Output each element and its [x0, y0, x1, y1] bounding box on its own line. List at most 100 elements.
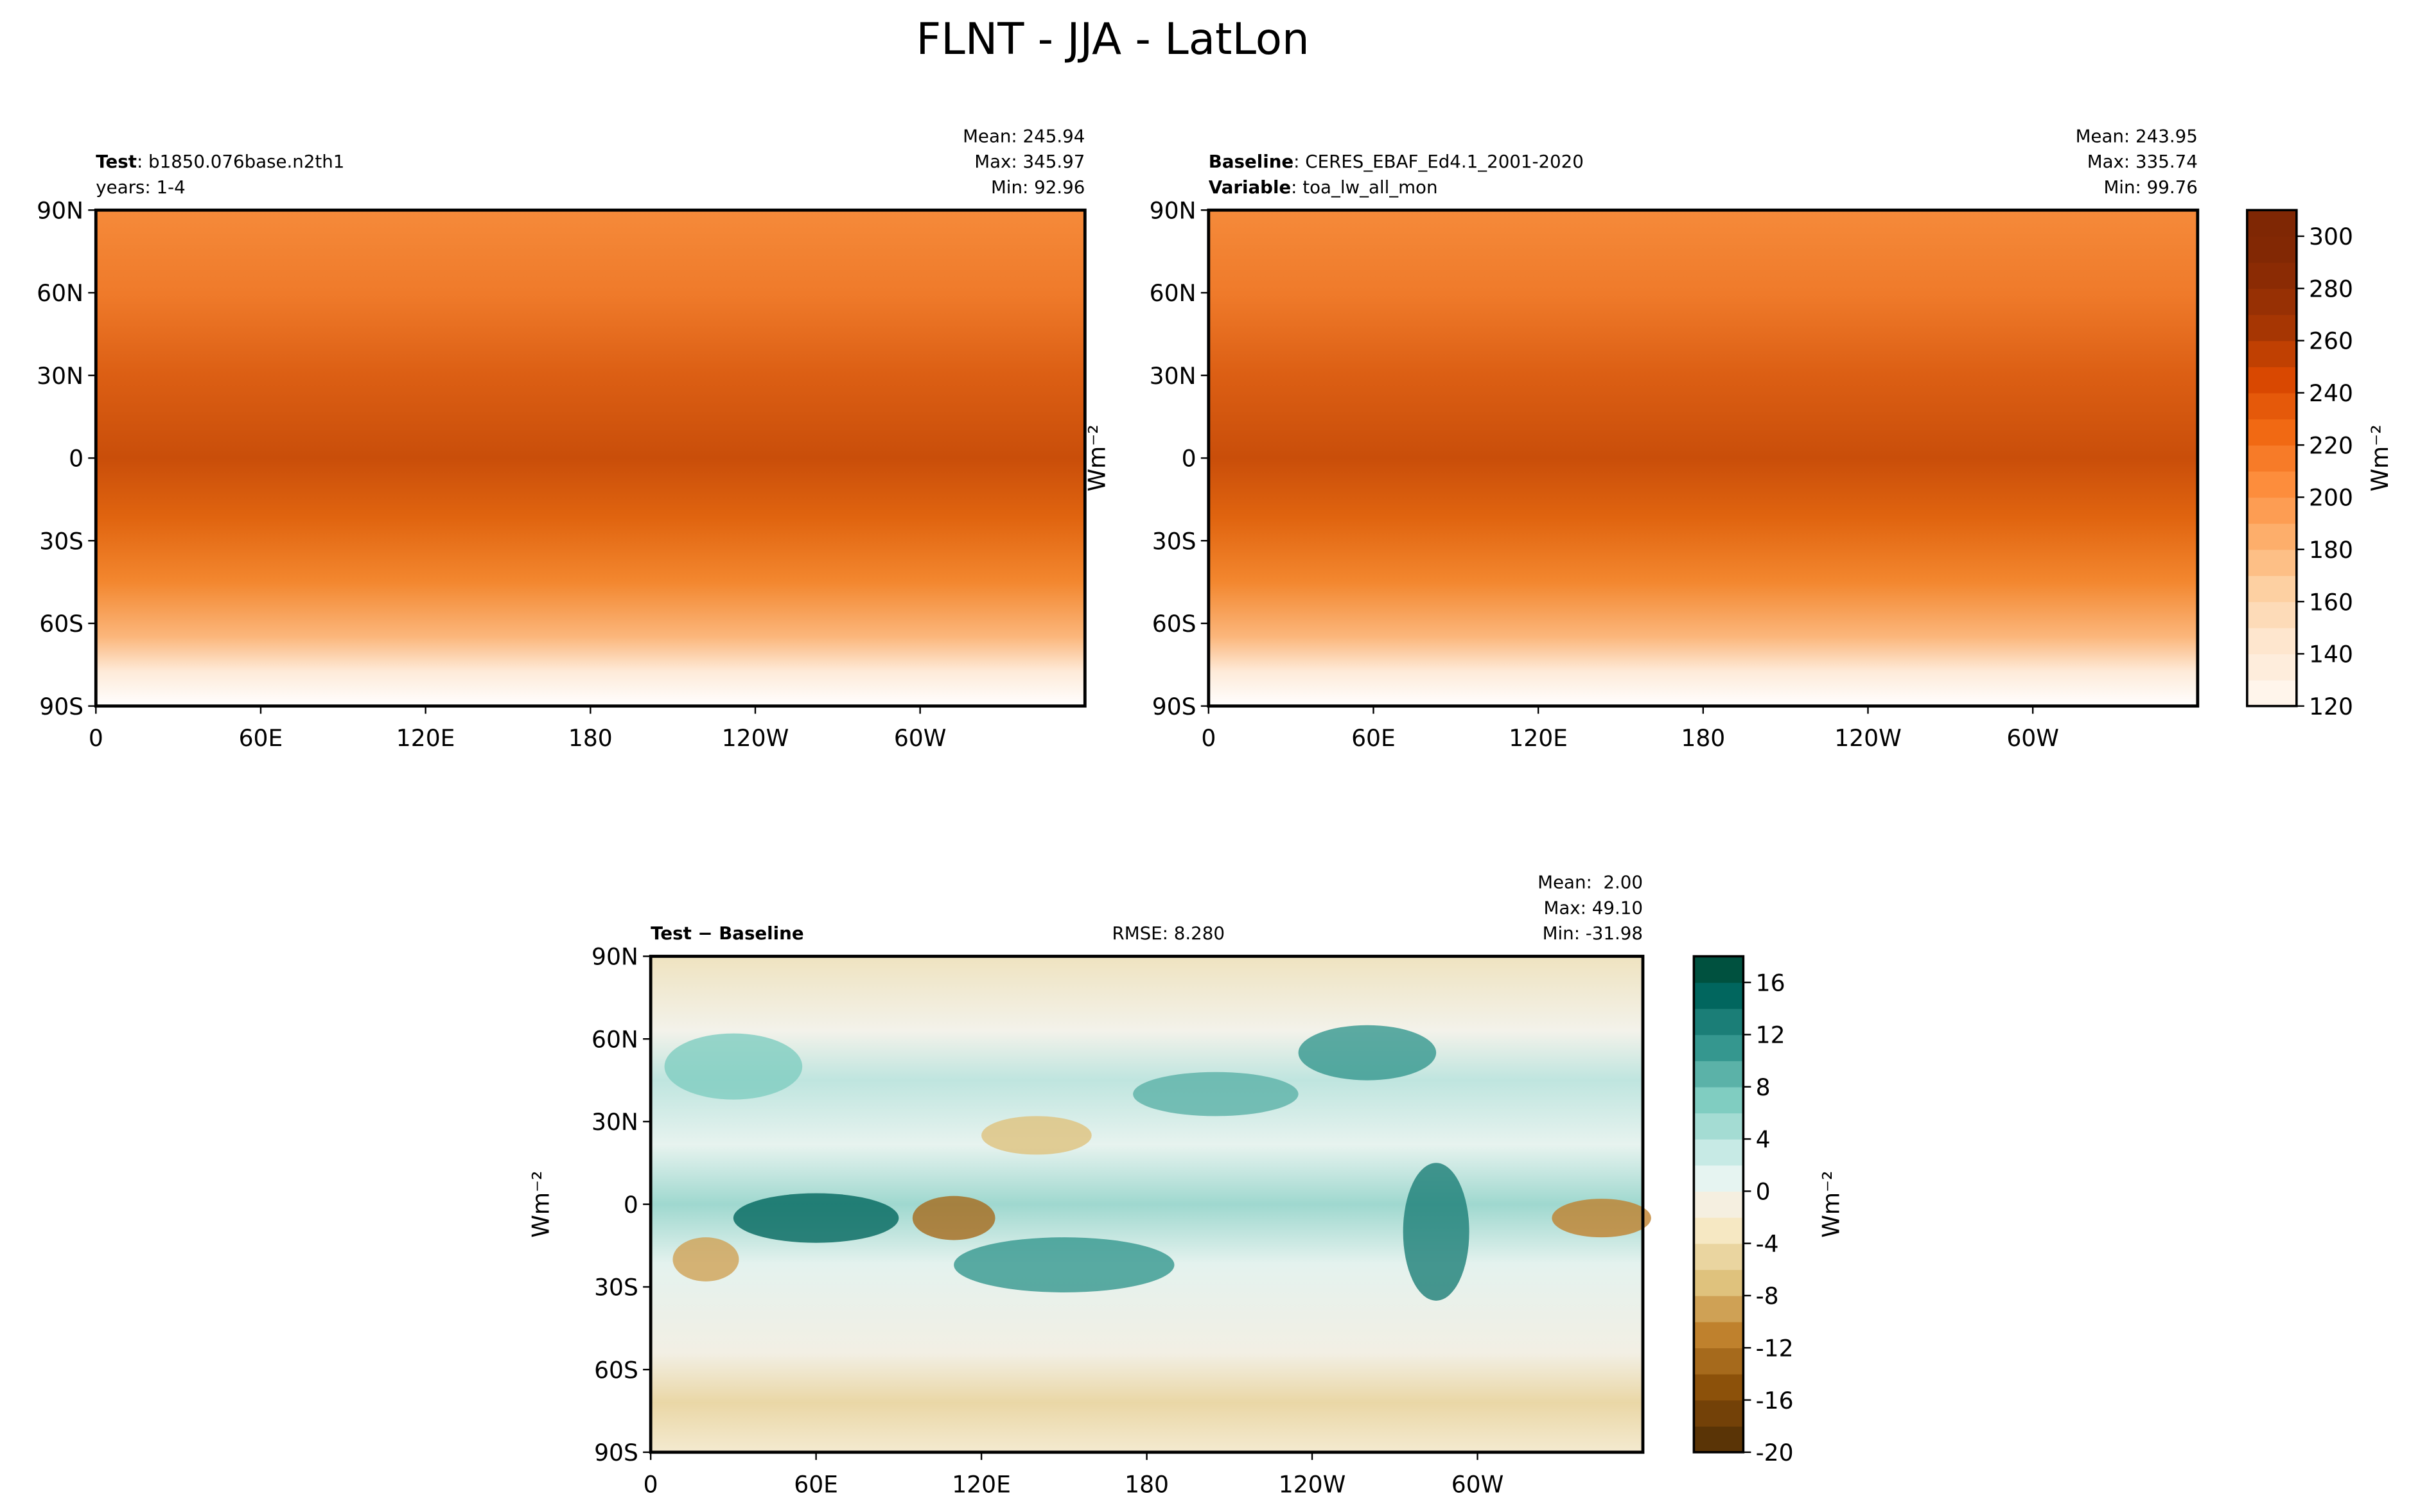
header-text: : b1850.076base.n2th1: [137, 151, 344, 172]
x-tick-label: 60E: [1351, 725, 1396, 752]
colorbar-band: [2247, 367, 2297, 394]
y-tick-label: 30S: [1152, 528, 1197, 555]
colorbar-tick-label: -8: [1756, 1283, 1779, 1310]
colorbar-tick-label: 120: [2309, 693, 2353, 720]
colorbar-tick-label: 160: [2309, 589, 2353, 616]
y-tick-label: 0: [1182, 446, 1197, 473]
map-anomaly: [672, 1237, 739, 1282]
colorbar-tick-label: -4: [1756, 1231, 1779, 1258]
colorbar-tick-label: 12: [1756, 1022, 1785, 1049]
colorbar-band: [2247, 262, 2297, 289]
stat-label: Mean: 2.00: [1538, 872, 1643, 893]
colorbar-tick-label: 260: [2309, 328, 2353, 355]
y-tick-label: 60S: [39, 611, 83, 638]
colorbar-tick-label: 4: [1756, 1126, 1771, 1153]
map-anomaly: [1133, 1072, 1299, 1117]
colorbar-band: [2247, 602, 2297, 629]
stat-label: Mean: 245.94: [963, 125, 1085, 146]
colorbar-band: [1694, 1348, 1744, 1375]
y-tick-label: 30N: [592, 1109, 638, 1136]
colorbar-band: [2247, 445, 2297, 472]
header-line: years: 1-4: [96, 177, 185, 198]
y-tick-label: 90N: [1150, 197, 1197, 224]
header-line: Test: b1850.076base.n2th1: [96, 151, 344, 172]
colorbar-band: [1694, 1061, 1744, 1088]
stat-label: Min: -31.98: [1543, 923, 1643, 944]
x-tick-label: 180: [1125, 1471, 1169, 1498]
y-axis-label: Wm⁻²: [1084, 424, 1111, 491]
colorbar-frame: [1692, 955, 1745, 1454]
y-tick-label: 60N: [37, 280, 83, 307]
map-anomaly: [954, 1237, 1175, 1292]
colorbar-tick-label: 240: [2309, 380, 2353, 407]
colorbar-band: [1694, 1191, 1744, 1218]
map-anomaly: [1298, 1025, 1437, 1081]
header-text: : toa_lw_all_mon: [1291, 177, 1437, 198]
header-text: : CERES_EBAF_Ed4.1_2001-2020: [1293, 151, 1584, 172]
x-tick-label: 0: [1201, 725, 1216, 752]
header-line: Variable: toa_lw_all_mon: [1209, 177, 1438, 198]
colorbar-tick-label: 8: [1756, 1074, 1771, 1101]
y-tick-label: 60S: [1152, 611, 1197, 638]
colorbar-band: [1694, 1034, 1744, 1061]
colorbar-tick-label: 16: [1756, 969, 1785, 996]
y-tick-label: 90N: [592, 944, 638, 971]
x-tick-label: 60W: [894, 725, 947, 752]
y-tick-label: 60N: [1150, 280, 1197, 307]
colorbar-band: [1694, 1139, 1744, 1166]
y-tick-label: 90S: [39, 693, 83, 720]
colorbar-label: Wm⁻²: [2367, 424, 2394, 491]
header-text: Test: [96, 151, 137, 172]
x-tick-label: 60E: [794, 1471, 838, 1498]
x-tick-label: 60E: [239, 725, 283, 752]
x-tick-label: 120E: [396, 725, 455, 752]
stat-label: Max: 335.74: [2087, 151, 2198, 172]
colorbar-band: [1694, 1295, 1744, 1323]
colorbar-band: [1694, 1243, 1744, 1271]
colorbar-band: [1694, 956, 1744, 983]
colorbar-tick-label: 140: [2309, 641, 2353, 668]
x-tick-label: 0: [89, 725, 103, 752]
colorbar-band: [2247, 654, 2297, 681]
y-tick-label: 30S: [594, 1274, 638, 1301]
colorbar-band: [2247, 288, 2297, 315]
colorbar-band: [1694, 1086, 1744, 1114]
header-text: Variable: [1209, 177, 1291, 198]
y-tick-label: 0: [624, 1192, 638, 1219]
x-tick-label: 120E: [952, 1471, 1011, 1498]
colorbar-band: [2247, 210, 2297, 237]
stat-label: Mean: 243.95: [2076, 125, 2198, 146]
colorbar-band: [2247, 340, 2297, 367]
colorbar-tick-label: -12: [1756, 1335, 1794, 1362]
stat-label: Min: 99.76: [2103, 177, 2197, 198]
y-tick-label: 30S: [39, 528, 83, 555]
y-tick-label: 90N: [37, 197, 83, 224]
y-tick-label: 90S: [1152, 693, 1197, 720]
map-anomaly: [981, 1116, 1092, 1155]
colorbar-band: [2247, 523, 2297, 550]
map-field: [1208, 210, 2198, 706]
y-axis-label: Wm⁻²: [527, 1171, 554, 1238]
colorbar-tick-label: -20: [1756, 1439, 1794, 1466]
stat-label: Min: 92.96: [991, 177, 1085, 198]
colorbar-band: [2247, 680, 2297, 707]
colorbar-band: [1694, 1400, 1744, 1427]
x-tick-label: 60W: [1451, 1471, 1504, 1498]
colorbar-band: [1694, 1217, 1744, 1244]
figure-title: FLNT - JJA - LatLon: [916, 13, 1310, 64]
map-anomaly: [664, 1033, 803, 1100]
x-tick-label: 60W: [2006, 725, 2059, 752]
colorbar-band: [2247, 627, 2297, 655]
x-tick-label: 120W: [722, 725, 789, 752]
colorbar-tick-label: 200: [2309, 485, 2353, 512]
y-tick-label: 30N: [37, 363, 83, 390]
y-tick-label: 30N: [1150, 363, 1197, 390]
rmse-label: RMSE: 8.280: [1112, 923, 1225, 944]
x-tick-label: 120E: [1509, 725, 1568, 752]
colorbar-band: [2247, 236, 2297, 263]
colorbar-band: [1694, 1321, 1744, 1348]
colorbar-band: [2247, 314, 2297, 342]
y-tick-label: 90S: [594, 1439, 638, 1466]
colorbar-band: [2247, 497, 2297, 524]
